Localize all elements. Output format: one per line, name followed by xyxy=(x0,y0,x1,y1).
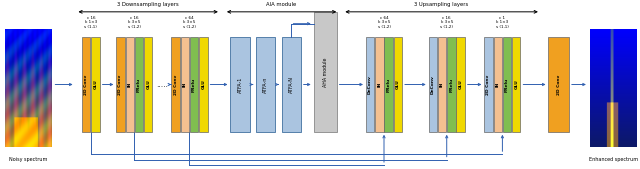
Text: PRelu: PRelu xyxy=(137,77,141,92)
FancyBboxPatch shape xyxy=(314,12,337,132)
Text: c 16
k 1×3
s (1,1): c 16 k 1×3 s (1,1) xyxy=(84,16,97,29)
Text: ATFA-N: ATFA-N xyxy=(289,76,294,93)
FancyBboxPatch shape xyxy=(447,37,456,132)
Text: AIA module: AIA module xyxy=(266,2,297,7)
Text: c 16
k 3×5
s (1,2): c 16 k 3×5 s (1,2) xyxy=(128,16,141,29)
FancyBboxPatch shape xyxy=(548,37,569,132)
FancyBboxPatch shape xyxy=(116,37,125,132)
FancyBboxPatch shape xyxy=(180,37,189,132)
Text: GLU: GLU xyxy=(202,80,205,89)
FancyBboxPatch shape xyxy=(230,37,250,132)
Text: 2D Conv: 2D Conv xyxy=(486,74,490,95)
Text: IN: IN xyxy=(378,82,381,87)
FancyBboxPatch shape xyxy=(385,37,393,132)
Text: PRelu: PRelu xyxy=(505,77,509,92)
FancyBboxPatch shape xyxy=(429,37,437,132)
FancyBboxPatch shape xyxy=(125,37,134,132)
Text: c 64
k 3×5
s (1,2): c 64 k 3×5 s (1,2) xyxy=(183,16,196,29)
Text: IN: IN xyxy=(128,82,132,87)
FancyBboxPatch shape xyxy=(172,37,180,132)
FancyBboxPatch shape xyxy=(92,37,100,132)
FancyBboxPatch shape xyxy=(190,37,198,132)
FancyBboxPatch shape xyxy=(456,37,465,132)
Text: PRelu: PRelu xyxy=(387,77,390,92)
Text: 2D Conv: 2D Conv xyxy=(118,74,122,95)
Text: c 64
k 3×5
s (1,2): c 64 k 3×5 s (1,2) xyxy=(378,16,390,29)
FancyBboxPatch shape xyxy=(256,37,275,132)
Text: 2D Conv: 2D Conv xyxy=(173,74,177,95)
Text: IN: IN xyxy=(183,82,187,87)
FancyBboxPatch shape xyxy=(135,37,143,132)
FancyBboxPatch shape xyxy=(438,37,446,132)
Text: AHA module: AHA module xyxy=(323,57,328,87)
Text: PRelu: PRelu xyxy=(192,77,196,92)
Text: GLU: GLU xyxy=(396,80,400,89)
FancyBboxPatch shape xyxy=(375,37,383,132)
Text: GLU: GLU xyxy=(515,80,518,89)
Text: 2D Conv: 2D Conv xyxy=(84,74,88,95)
Text: 2D Conv: 2D Conv xyxy=(557,74,561,95)
FancyBboxPatch shape xyxy=(512,37,520,132)
FancyBboxPatch shape xyxy=(282,37,301,132)
FancyBboxPatch shape xyxy=(493,37,502,132)
Text: Noisy spectrum: Noisy spectrum xyxy=(9,157,47,162)
Text: .....: ..... xyxy=(156,80,168,89)
Text: 3 Downsampling layers: 3 Downsampling layers xyxy=(117,2,179,7)
FancyBboxPatch shape xyxy=(394,37,402,132)
Text: GLU: GLU xyxy=(147,80,150,89)
Text: IN: IN xyxy=(440,82,444,87)
Text: c 1
k 1×3
s (1,1): c 1 k 1×3 s (1,1) xyxy=(496,16,509,29)
FancyBboxPatch shape xyxy=(144,37,152,132)
Text: DeConv: DeConv xyxy=(368,75,372,94)
Text: GLU: GLU xyxy=(93,80,97,89)
FancyBboxPatch shape xyxy=(366,37,374,132)
Text: IN: IN xyxy=(496,82,500,87)
Text: PRelu: PRelu xyxy=(449,77,453,92)
FancyBboxPatch shape xyxy=(199,37,207,132)
Text: DeConv: DeConv xyxy=(431,75,435,94)
FancyBboxPatch shape xyxy=(503,37,511,132)
Text: Enhanced spectrum: Enhanced spectrum xyxy=(589,157,637,162)
FancyBboxPatch shape xyxy=(82,37,90,132)
Text: ATFA-1: ATFA-1 xyxy=(237,76,243,93)
Text: ATFA-n: ATFA-n xyxy=(263,76,268,93)
Text: GLU: GLU xyxy=(459,80,463,89)
Text: c 16
k 3×5
s (1,2): c 16 k 3×5 s (1,2) xyxy=(440,16,453,29)
FancyBboxPatch shape xyxy=(484,37,493,132)
Text: 3 Upsampling layers: 3 Upsampling layers xyxy=(415,2,468,7)
